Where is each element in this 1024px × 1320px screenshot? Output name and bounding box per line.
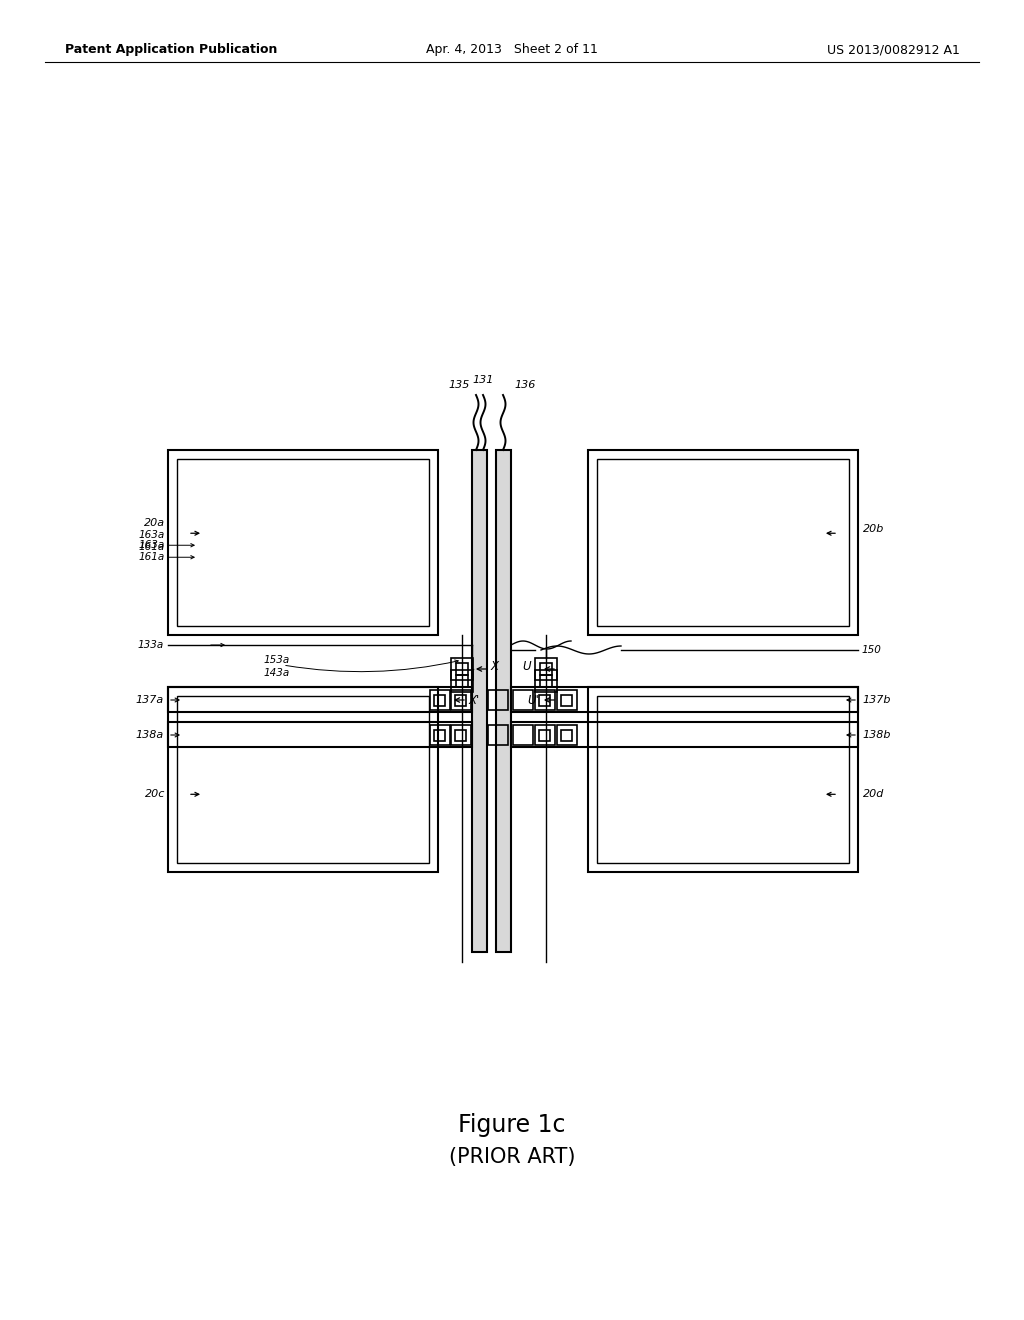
Text: US 2013/0082912 A1: US 2013/0082912 A1: [827, 44, 961, 57]
Bar: [511, 722, 858, 747]
Bar: [496, 450, 511, 952]
Text: 20a: 20a: [144, 519, 165, 528]
Bar: [451, 671, 473, 692]
Text: 138b: 138b: [862, 730, 891, 741]
Text: X': X': [469, 693, 480, 706]
Text: U': U': [527, 693, 539, 706]
Bar: [430, 725, 450, 744]
Bar: [557, 725, 577, 744]
Text: 161a: 161a: [138, 543, 165, 552]
Text: Apr. 4, 2013   Sheet 2 of 11: Apr. 4, 2013 Sheet 2 of 11: [426, 44, 598, 57]
Text: 138a: 138a: [136, 730, 164, 741]
Bar: [434, 696, 445, 706]
Bar: [535, 657, 557, 680]
Bar: [535, 725, 555, 744]
Text: 137b: 137b: [862, 696, 891, 705]
Bar: [430, 690, 450, 710]
Bar: [451, 657, 473, 680]
Text: 163a: 163a: [138, 531, 165, 540]
Bar: [588, 450, 858, 635]
Bar: [168, 722, 472, 747]
Text: 20b: 20b: [863, 524, 885, 535]
Text: Patent Application Publication: Patent Application Publication: [65, 44, 278, 57]
Bar: [455, 696, 466, 706]
Text: U: U: [522, 660, 531, 673]
Bar: [168, 686, 438, 873]
Bar: [535, 690, 555, 710]
Bar: [557, 690, 577, 710]
Bar: [539, 696, 550, 706]
Bar: [540, 675, 552, 686]
Bar: [455, 730, 466, 741]
Bar: [535, 671, 557, 692]
Bar: [177, 459, 429, 626]
Bar: [588, 686, 858, 873]
Text: Figure 1c: Figure 1c: [459, 1113, 565, 1137]
Bar: [168, 450, 438, 635]
Bar: [597, 696, 849, 863]
Bar: [168, 686, 472, 711]
Text: 136: 136: [514, 380, 536, 389]
Text: 161a: 161a: [138, 552, 165, 562]
Bar: [539, 730, 550, 741]
Text: 133a: 133a: [138, 640, 164, 649]
Bar: [456, 663, 468, 675]
Text: 135: 135: [449, 380, 470, 389]
Bar: [513, 690, 534, 710]
Bar: [472, 450, 487, 952]
Text: (PRIOR ART): (PRIOR ART): [449, 1147, 575, 1167]
Bar: [488, 725, 508, 744]
Bar: [561, 696, 572, 706]
Bar: [511, 686, 858, 711]
Text: 20c: 20c: [144, 789, 165, 800]
Bar: [451, 690, 471, 710]
Bar: [434, 730, 445, 741]
Bar: [488, 690, 508, 710]
Bar: [597, 459, 849, 626]
Text: 153a: 153a: [263, 655, 289, 665]
Bar: [177, 696, 429, 863]
Bar: [456, 675, 468, 686]
Text: 131: 131: [472, 375, 494, 385]
Bar: [561, 730, 572, 741]
Text: 137a: 137a: [136, 696, 164, 705]
Bar: [451, 725, 471, 744]
Text: 163a: 163a: [138, 540, 165, 550]
Bar: [540, 663, 552, 675]
Text: X: X: [490, 660, 499, 673]
Text: 20d: 20d: [863, 789, 885, 800]
Text: 143a: 143a: [263, 668, 289, 678]
Bar: [513, 725, 534, 744]
Text: 150: 150: [862, 645, 882, 655]
